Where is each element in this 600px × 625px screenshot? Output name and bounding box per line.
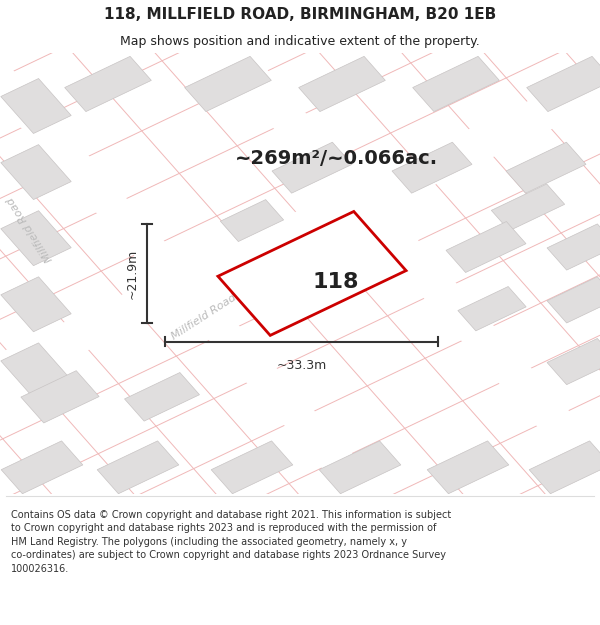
Bar xyxy=(1,277,71,332)
Bar xyxy=(21,371,99,423)
Text: ~33.3m: ~33.3m xyxy=(277,359,326,372)
Bar xyxy=(211,441,293,494)
Bar xyxy=(547,277,600,323)
Text: 118: 118 xyxy=(313,272,359,292)
Bar xyxy=(1,441,83,494)
Bar xyxy=(65,56,151,112)
Bar xyxy=(319,441,401,494)
Bar xyxy=(413,56,499,112)
Bar xyxy=(491,184,565,231)
Bar xyxy=(272,142,352,193)
Bar xyxy=(218,211,406,336)
Bar xyxy=(547,339,600,384)
Bar xyxy=(299,56,385,112)
Bar xyxy=(547,224,600,270)
Bar xyxy=(1,144,71,199)
Bar xyxy=(458,286,526,331)
Text: 118, MILLFIELD ROAD, BIRMINGHAM, B20 1EB: 118, MILLFIELD ROAD, BIRMINGHAM, B20 1EB xyxy=(104,8,496,22)
Bar xyxy=(220,199,284,241)
Bar xyxy=(1,79,71,134)
Bar xyxy=(125,372,199,421)
Bar xyxy=(1,343,71,398)
Text: Millfield Road: Millfield Road xyxy=(5,195,55,264)
Bar xyxy=(185,56,271,112)
Bar xyxy=(529,441,600,494)
Text: Millfield Road: Millfield Road xyxy=(170,293,238,342)
Bar xyxy=(506,142,586,193)
Bar xyxy=(392,142,472,193)
Text: ~269m²/~0.066ac.: ~269m²/~0.066ac. xyxy=(235,149,437,168)
Bar xyxy=(427,441,509,494)
Text: ~21.9m: ~21.9m xyxy=(125,248,139,299)
Text: Map shows position and indicative extent of the property.: Map shows position and indicative extent… xyxy=(120,35,480,48)
Bar xyxy=(446,221,526,272)
Bar xyxy=(97,441,179,494)
Bar xyxy=(1,211,71,266)
Text: Contains OS data © Crown copyright and database right 2021. This information is : Contains OS data © Crown copyright and d… xyxy=(11,509,451,574)
Bar xyxy=(527,56,600,112)
